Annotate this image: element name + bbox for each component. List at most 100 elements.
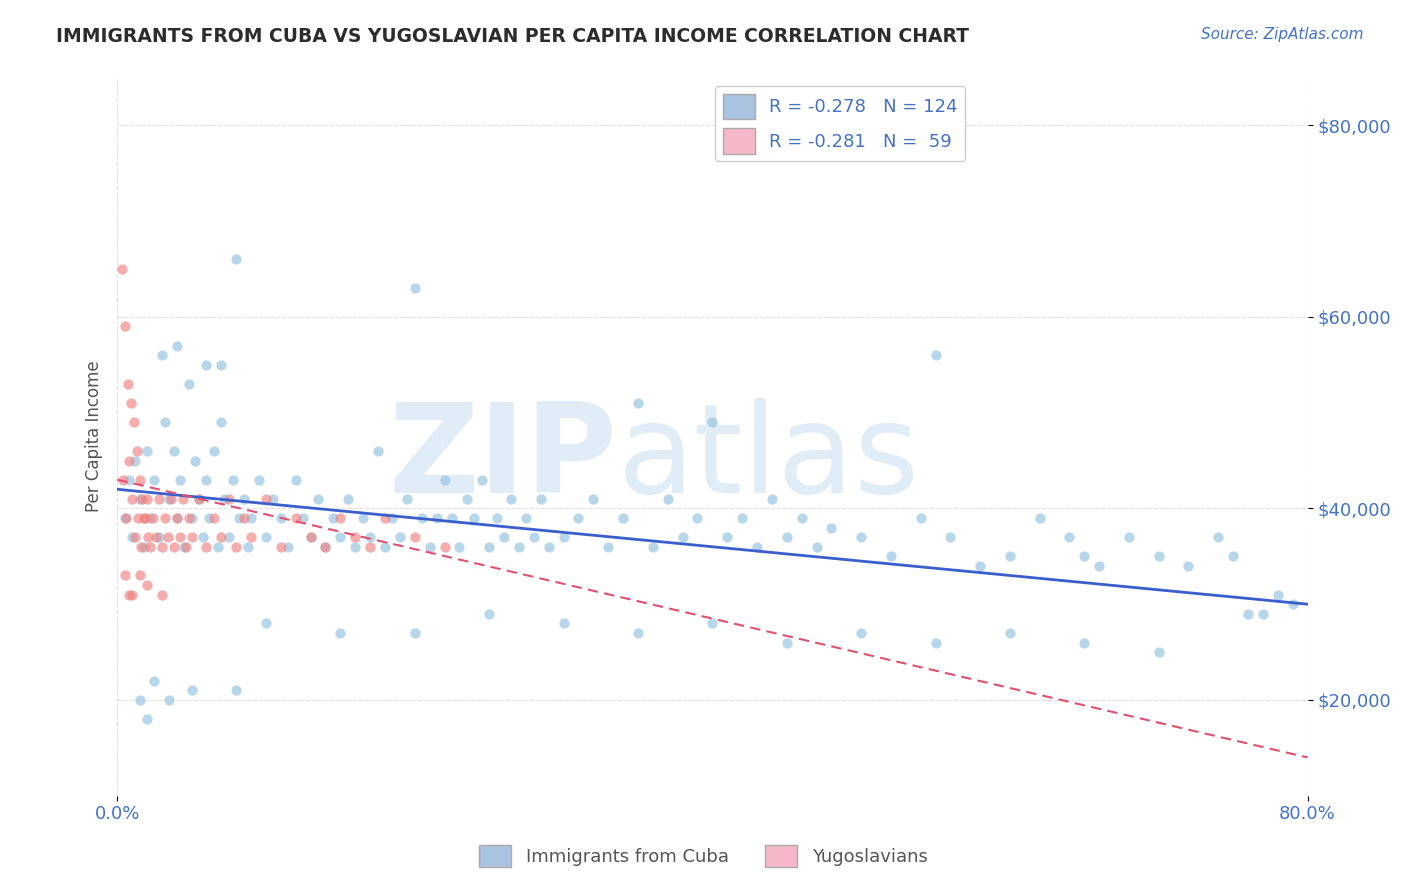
Point — [180, 511, 202, 525]
Point — [150, 540, 173, 554]
Point — [1073, 549, 1095, 564]
Point — [745, 540, 768, 554]
Point — [419, 540, 441, 554]
Point — [367, 444, 389, 458]
Point — [315, 540, 337, 554]
Point — [150, 348, 173, 362]
Point — [214, 491, 236, 506]
Point — [277, 540, 299, 554]
Point — [433, 540, 456, 554]
Point — [411, 511, 433, 525]
Point — [198, 511, 221, 525]
Point — [157, 491, 180, 506]
Point — [193, 530, 215, 544]
Point — [598, 540, 620, 554]
Point — [1028, 511, 1050, 525]
Point — [150, 588, 173, 602]
Point — [1251, 607, 1274, 621]
Point — [254, 530, 277, 544]
Point — [139, 511, 162, 525]
Point — [262, 491, 284, 506]
Point — [292, 511, 315, 525]
Point — [118, 473, 141, 487]
Point — [195, 358, 218, 372]
Point — [145, 530, 167, 544]
Point — [128, 491, 150, 506]
Point — [136, 578, 159, 592]
Point — [188, 491, 211, 506]
Point — [183, 453, 205, 467]
Point — [225, 540, 247, 554]
Point — [553, 530, 575, 544]
Point — [111, 262, 134, 277]
Point — [998, 626, 1021, 640]
Point — [388, 530, 411, 544]
Point — [159, 491, 181, 506]
Point — [195, 473, 218, 487]
Point — [188, 491, 211, 506]
Point — [315, 540, 337, 554]
Point — [173, 540, 195, 554]
Point — [492, 530, 515, 544]
Point — [671, 530, 693, 544]
Text: Source: ZipAtlas.com: Source: ZipAtlas.com — [1201, 27, 1364, 42]
Point — [143, 673, 166, 688]
Point — [138, 530, 160, 544]
Point — [1147, 549, 1170, 564]
Point — [284, 511, 307, 525]
Point — [731, 511, 754, 525]
Point — [761, 491, 783, 506]
Point — [1073, 635, 1095, 649]
Point — [553, 616, 575, 631]
Point — [329, 626, 352, 640]
Point — [270, 511, 292, 525]
Point — [702, 616, 724, 631]
Point — [686, 511, 709, 525]
Point — [228, 511, 250, 525]
Point — [209, 415, 232, 429]
Point — [169, 530, 191, 544]
Point — [117, 376, 139, 391]
Point — [440, 511, 463, 525]
Point — [247, 473, 270, 487]
Point — [485, 511, 508, 525]
Point — [352, 511, 374, 525]
Point — [174, 540, 197, 554]
Point — [478, 540, 501, 554]
Point — [122, 415, 145, 429]
Point — [612, 511, 634, 525]
Point — [924, 635, 946, 649]
Point — [121, 530, 143, 544]
Point — [1206, 530, 1229, 544]
Point — [177, 511, 200, 525]
Point — [627, 396, 650, 410]
Point — [998, 549, 1021, 564]
Point — [478, 607, 501, 621]
Point — [716, 530, 738, 544]
Point — [329, 530, 352, 544]
Point — [359, 530, 381, 544]
Point — [163, 540, 186, 554]
Point — [148, 491, 170, 506]
Point — [125, 444, 148, 458]
Point — [456, 491, 478, 506]
Point — [404, 281, 426, 295]
Point — [530, 491, 553, 506]
Y-axis label: Per Capita Income: Per Capita Income — [86, 360, 103, 512]
Point — [374, 540, 396, 554]
Point — [820, 520, 842, 534]
Point — [1059, 530, 1081, 544]
Point — [134, 511, 156, 525]
Point — [195, 540, 218, 554]
Text: ZIP: ZIP — [388, 398, 617, 518]
Point — [359, 540, 381, 554]
Point — [404, 530, 426, 544]
Point — [112, 473, 135, 487]
Point — [209, 530, 232, 544]
Point — [471, 473, 494, 487]
Point — [222, 473, 245, 487]
Point — [433, 473, 456, 487]
Point — [1177, 558, 1199, 573]
Point — [299, 530, 322, 544]
Point — [1222, 549, 1244, 564]
